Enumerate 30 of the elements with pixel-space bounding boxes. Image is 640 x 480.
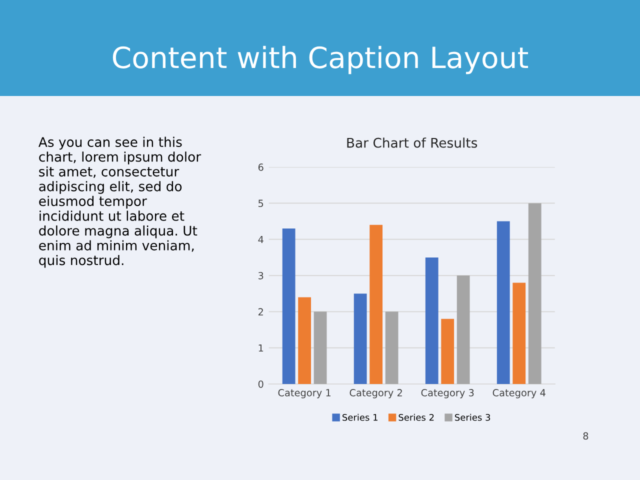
y-tick-label: 3 xyxy=(258,272,264,280)
text: As you can see in this chart, lorem ipsum dolor sit amet, consectetur adipiscing elit, sed do eiusmod tempor incididunt ut labore et dolore magna aliqua. Ut enim ad minim veniam, quis nostrud. xyxy=(38,136,202,268)
chart-title: Bar Chart of Results xyxy=(347,138,478,148)
x-tick-label: Category 4 xyxy=(492,389,546,398)
text: 8 xyxy=(583,432,588,440)
bar xyxy=(528,203,542,384)
bar xyxy=(370,224,383,384)
y-tick-label: 5 xyxy=(258,200,264,208)
bar xyxy=(425,257,438,384)
text: Content with Caption Layout xyxy=(112,46,528,74)
y-tick-label: 2 xyxy=(258,308,263,316)
bar xyxy=(298,297,312,384)
bar xyxy=(314,312,327,384)
x-tick-label: Category 2 xyxy=(350,389,402,398)
bar xyxy=(354,294,367,384)
legend-label: Series 2 xyxy=(398,414,434,421)
bar xyxy=(385,312,398,384)
bar xyxy=(512,282,526,384)
x-tick-label: Category 1 xyxy=(278,389,331,398)
y-tick-label: 1 xyxy=(258,344,264,352)
bar xyxy=(441,318,454,384)
legend-label: Series 3 xyxy=(455,414,490,421)
y-tick-label: 0 xyxy=(258,380,264,388)
x-tick-label: Category 3 xyxy=(421,389,474,398)
bar xyxy=(282,228,296,384)
y-tick-label: 6 xyxy=(258,164,264,171)
y-tick-label: 4 xyxy=(258,236,264,244)
legend-label: Series 1 xyxy=(342,414,378,421)
bar xyxy=(456,276,470,384)
bar xyxy=(496,221,510,384)
